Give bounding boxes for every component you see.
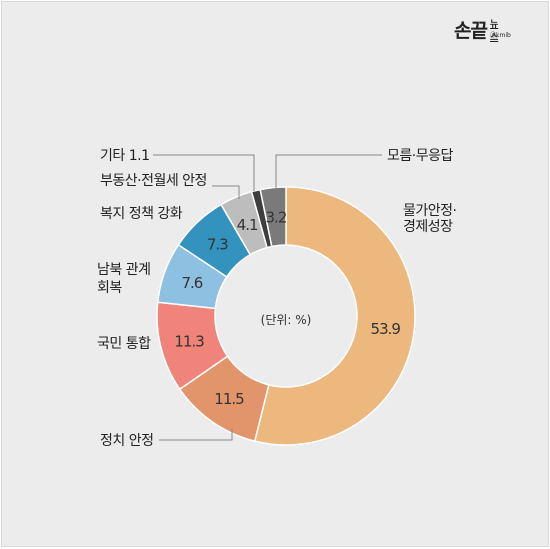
brand-logo: 손끝 뉴스 ⓒkmib bbox=[454, 16, 511, 43]
leader-line-1 bbox=[159, 429, 233, 441]
center-label: (단위: %) bbox=[261, 313, 312, 327]
category-label-0-line-1: 경제성장 bbox=[403, 219, 453, 235]
leader-line-6 bbox=[153, 154, 255, 191]
brand-small: ⓒkmib bbox=[490, 32, 511, 39]
value-label-4: 7.3 bbox=[207, 235, 228, 253]
value-label-5: 4.1 bbox=[237, 216, 258, 234]
category-label-1: 정치 안정 bbox=[100, 433, 153, 449]
value-label-1: 11.5 bbox=[214, 390, 244, 408]
value-label-7: 3.2 bbox=[266, 209, 287, 227]
value-label-0: 53.9 bbox=[371, 320, 401, 338]
brand-main: 손끝 bbox=[454, 20, 488, 42]
category-label-6: 기타 1.1 bbox=[100, 148, 149, 164]
category-label-5: 부동산·전월세 안정 bbox=[100, 173, 207, 189]
donut-slice-0 bbox=[253, 186, 416, 446]
leader-line-7 bbox=[275, 154, 382, 188]
category-label-7: 모름·무응답 bbox=[387, 148, 453, 164]
category-label-3-line-0: 남북 관계 bbox=[97, 262, 150, 278]
donut-slice-7 bbox=[259, 186, 287, 248]
category-label-2: 국민 통합 bbox=[97, 336, 151, 352]
brand-sub: 뉴스 bbox=[490, 20, 499, 43]
leader-line-5 bbox=[212, 185, 240, 199]
category-label-4: 복지 정책 강화 bbox=[100, 206, 183, 222]
value-label-2: 11.3 bbox=[174, 333, 204, 351]
category-label-3-line-1: 회복 bbox=[97, 280, 122, 296]
category-label-0-line-0: 물가안정· bbox=[403, 203, 456, 219]
value-label-3: 7.6 bbox=[181, 274, 202, 292]
